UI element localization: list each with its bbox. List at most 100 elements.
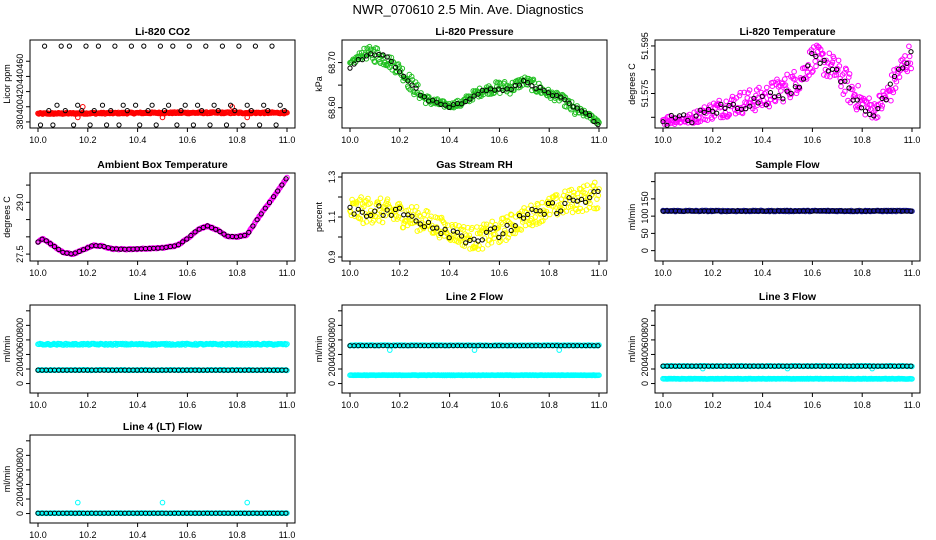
x-tick-label: 10.8	[853, 268, 871, 278]
data-point	[386, 54, 392, 60]
data-point	[888, 97, 894, 104]
data-point	[175, 242, 182, 248]
data-point	[878, 105, 885, 112]
data-point	[796, 84, 803, 90]
data-point	[415, 209, 421, 216]
x-tick-label: 10.6	[491, 268, 509, 278]
data-point	[157, 43, 163, 49]
data-point	[477, 231, 484, 237]
data-point	[714, 110, 720, 116]
chart-title: Ambient Box Temperature	[97, 159, 228, 171]
data-point	[387, 347, 393, 353]
data-point	[705, 106, 712, 113]
series-group	[347, 179, 602, 252]
data-point	[505, 235, 511, 241]
data-point	[191, 342, 198, 348]
data-point	[192, 229, 198, 235]
x-tick-label: 11.0	[591, 268, 608, 278]
data-point	[788, 90, 794, 96]
chart-title: Li-820 CO2	[135, 26, 190, 38]
data-point	[385, 201, 391, 207]
data-point	[390, 58, 396, 65]
data-point	[282, 340, 288, 347]
data-point	[421, 224, 427, 230]
data-point	[584, 182, 591, 188]
data-point	[525, 80, 531, 86]
series-group	[347, 43, 602, 128]
data-point	[805, 63, 811, 69]
data-point	[846, 71, 853, 77]
data-point	[240, 122, 246, 128]
chart-title: Line 3 Flow	[759, 291, 817, 303]
data-point	[842, 88, 848, 95]
data-point	[817, 60, 823, 66]
data-point	[275, 188, 281, 194]
data-point	[236, 43, 242, 49]
data-point	[223, 122, 230, 128]
data-point	[466, 232, 473, 239]
data-point	[887, 81, 893, 87]
data-point	[351, 211, 357, 217]
data-point	[124, 108, 130, 114]
data-point	[39, 236, 45, 242]
data-point	[413, 85, 419, 91]
data-point	[120, 102, 126, 108]
y-tick-label: 200	[15, 491, 25, 506]
data-point	[800, 76, 807, 82]
data-point	[446, 235, 452, 241]
data-point	[537, 208, 543, 214]
data-point	[283, 510, 289, 516]
data-point	[372, 213, 379, 220]
data-point	[906, 43, 912, 50]
data-point	[850, 97, 856, 103]
y-tick-label: 68.60	[327, 96, 337, 119]
x-tick-label: 10.2	[704, 135, 722, 145]
data-point	[578, 196, 585, 202]
data-point	[550, 203, 557, 209]
data-point	[425, 219, 432, 225]
data-point	[909, 376, 915, 382]
data-point	[763, 102, 769, 108]
chart-title: Line 2 Flow	[446, 291, 504, 303]
data-point	[170, 43, 176, 49]
data-point	[746, 87, 753, 93]
chart-panel: Sample Flow 10.0 10.2 10.4 10.6 10.8 11.0 0 50 10…	[627, 159, 921, 278]
y-tick-label: 600	[15, 332, 25, 347]
data-point	[371, 58, 378, 65]
data-point	[367, 200, 373, 207]
data-point	[37, 122, 44, 128]
data-point	[810, 68, 816, 74]
data-point	[730, 101, 736, 107]
data-point	[372, 208, 378, 214]
data-point	[750, 98, 757, 105]
data-point	[283, 176, 289, 182]
data-point	[380, 52, 386, 58]
data-point	[809, 50, 815, 57]
data-point	[587, 189, 594, 195]
data-point	[359, 57, 365, 63]
series-group	[35, 174, 290, 258]
x-tick-label: 10.4	[129, 400, 147, 410]
data-point	[587, 195, 593, 201]
data-point	[906, 53, 913, 60]
y-axis-label: Licor ppm	[2, 64, 12, 104]
data-point	[359, 209, 365, 215]
data-point	[723, 98, 730, 105]
x-tick-label: 10.4	[754, 268, 772, 278]
data-point	[525, 206, 532, 212]
data-point	[375, 200, 382, 207]
data-point	[481, 221, 487, 228]
data-point	[574, 105, 580, 111]
y-tick-label: 0.9	[327, 251, 337, 264]
data-point	[725, 112, 732, 118]
data-point	[401, 212, 407, 218]
data-point	[471, 347, 478, 353]
x-tick-label: 11.0	[279, 400, 296, 410]
data-point	[668, 112, 674, 119]
data-point	[547, 211, 553, 218]
data-point	[47, 241, 54, 247]
data-point	[784, 365, 791, 372]
data-point	[271, 194, 277, 200]
plot-frame	[341, 304, 608, 394]
data-point	[203, 43, 209, 49]
